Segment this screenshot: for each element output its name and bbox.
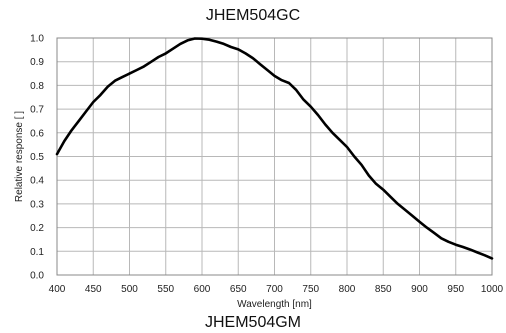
- secondary-title: JHEM504GM: [204, 314, 302, 331]
- y-tick-label: 0.1: [30, 247, 44, 258]
- x-axis-label: Wavelength [nm]: [237, 299, 312, 310]
- y-tick-label: 0.0: [30, 271, 44, 282]
- y-tick-label: 0.8: [30, 81, 44, 92]
- x-tick-label: 400: [49, 284, 66, 295]
- grid-lines: [56, 37, 493, 276]
- x-tick-label: 600: [194, 284, 211, 295]
- chart-title: JHEM504GC: [205, 7, 301, 24]
- y-tick-label: 0.7: [30, 105, 44, 116]
- y-tick-labels: 0.0 0.1 0.2 0.3 0.4 0.5 0.6 0.7 0.8 0.9 1.0: [30, 34, 44, 282]
- y-tick-label: 0.5: [30, 152, 44, 163]
- x-tick-label: 700: [266, 284, 283, 295]
- x-tick-label: 850: [375, 284, 392, 295]
- x-tick-label: 750: [302, 284, 319, 295]
- y-tick-label: 0.9: [30, 57, 44, 68]
- plot-frame: [56, 37, 493, 276]
- x-tick-label: 1000: [481, 284, 504, 295]
- y-tick-label: 0.2: [30, 223, 44, 234]
- y-tick-label: 0.4: [30, 176, 44, 187]
- y-axis-label: Relative response [ ]: [14, 111, 25, 202]
- x-tick-label: 500: [121, 284, 138, 295]
- y-tick-label: 1.0: [30, 34, 44, 45]
- x-tick-label: 650: [230, 284, 247, 295]
- response-curve-line: [55, 37, 494, 260]
- x-tick-label: 950: [447, 284, 464, 295]
- y-tick-label: 0.3: [30, 199, 44, 210]
- x-tick-label: 800: [339, 284, 356, 295]
- y-tick-label: 0.6: [30, 128, 44, 139]
- x-tick-label: 550: [157, 284, 174, 295]
- x-tick-label: 450: [85, 284, 102, 295]
- x-tick-labels: 400 450 500 550 600 650 700 750 800 850 900 950 1000: [49, 284, 504, 295]
- x-tick-label: 900: [411, 284, 428, 295]
